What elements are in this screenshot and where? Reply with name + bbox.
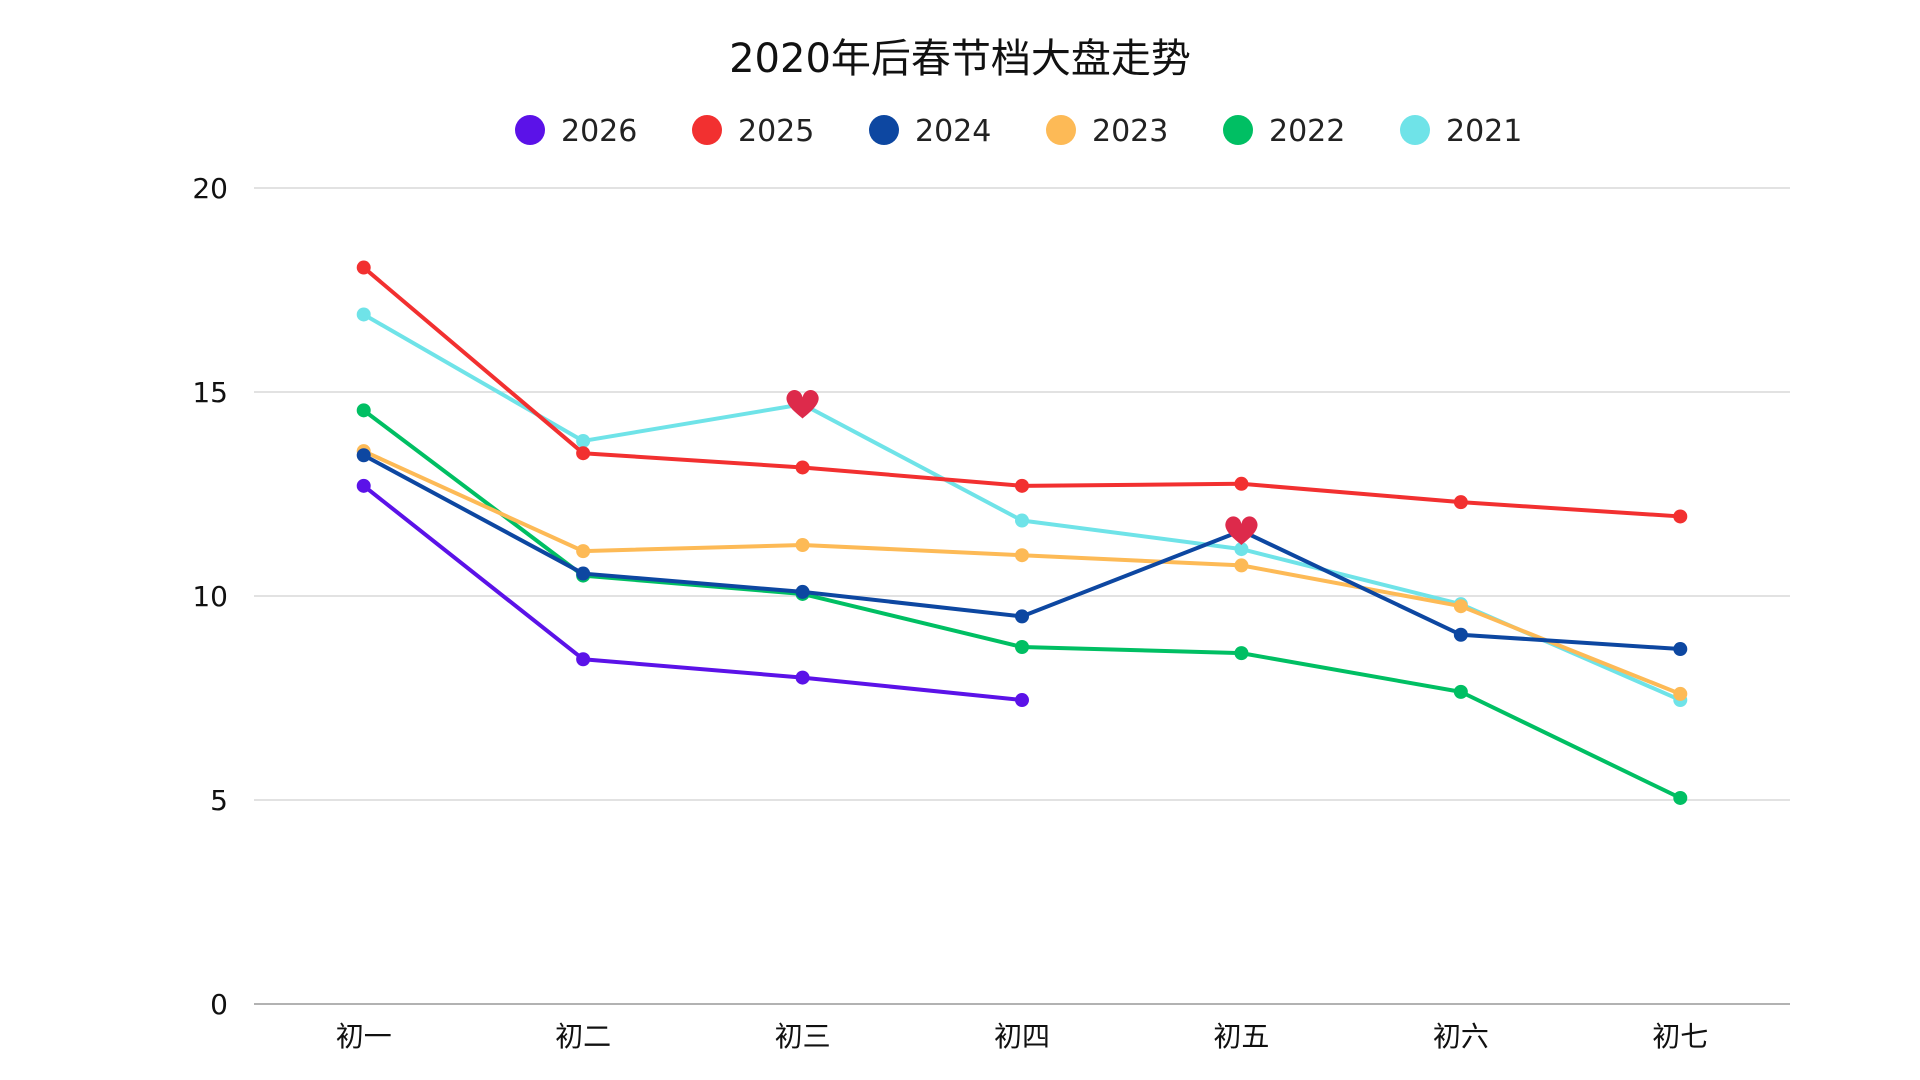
data-point (576, 433, 591, 448)
data-point (1015, 513, 1029, 528)
marker-layer (786, 389, 1258, 545)
data-point (1453, 627, 1468, 642)
data-point (1673, 686, 1688, 701)
legend-label: 2025 (738, 114, 814, 149)
series-line (361, 483, 1024, 703)
data-point (1453, 684, 1468, 699)
x-tick-label: 初三 (775, 1020, 831, 1053)
legend-label: 2026 (561, 114, 637, 149)
series-2026 (356, 478, 1029, 708)
x-axis: 初一 初二 初三 初四 初五 初六 初七 (254, 1003, 1790, 1053)
data-point (1015, 548, 1029, 563)
data-point (576, 566, 591, 581)
y-tick-label: 20 (192, 172, 228, 205)
data-point (356, 403, 371, 418)
data-point (576, 446, 591, 461)
data-point (795, 538, 810, 552)
y-tick-label: 5 (210, 784, 228, 817)
heart-icon (786, 389, 819, 419)
y-tick-label: 10 (192, 580, 228, 613)
data-point (1234, 542, 1249, 557)
legend-swatch (1223, 115, 1253, 145)
legend-label: 2022 (1269, 114, 1345, 149)
series-2025 (356, 260, 1688, 524)
y-axis: 0 5 10 15 20 (192, 172, 228, 1021)
data-point (576, 652, 591, 667)
data-point (356, 260, 371, 275)
grid-lines (254, 187, 1790, 801)
data-point (1453, 495, 1468, 510)
data-point (356, 307, 371, 322)
x-tick-label: 初一 (336, 1020, 392, 1053)
series-2022 (356, 403, 1688, 805)
data-point (1015, 640, 1029, 654)
legend-item: 2026 (515, 114, 637, 149)
chart-title: 2020年后春节档大盘走势 (729, 36, 1191, 82)
legend-item: 2025 (692, 114, 814, 149)
legend-item: 2024 (869, 114, 991, 149)
x-tick-label: 初四 (994, 1020, 1050, 1053)
y-tick-label: 0 (210, 988, 228, 1021)
legend-swatch (1400, 115, 1430, 145)
data-point (795, 584, 810, 599)
data-point (1234, 476, 1249, 491)
heart-icon (1225, 516, 1258, 545)
x-tick-label: 初二 (555, 1020, 611, 1053)
legend-item: 2023 (1046, 114, 1168, 149)
x-tick-label: 初七 (1652, 1020, 1708, 1053)
x-tick-label: 初六 (1433, 1020, 1489, 1053)
legend-label: 2024 (915, 114, 991, 149)
data-point (795, 670, 810, 685)
data-point (356, 448, 371, 463)
data-point (1453, 599, 1468, 614)
legend: 2026 2025 2024 2023 2022 2021 (515, 114, 1522, 149)
data-point (1015, 609, 1029, 624)
x-tick-label: 初五 (1213, 1020, 1269, 1053)
data-point (576, 544, 591, 559)
data-point (1015, 478, 1029, 493)
legend-item: 2021 (1400, 114, 1522, 149)
data-point (1673, 642, 1688, 657)
data-point (1673, 790, 1688, 805)
legend-swatch (692, 115, 722, 145)
data-point (1673, 509, 1688, 524)
series-2024 (356, 448, 1688, 657)
series-2023 (356, 444, 1688, 701)
data-point (1015, 693, 1029, 708)
legend-swatch (1046, 115, 1076, 145)
legend-swatch (869, 115, 899, 145)
legend-label: 2023 (1092, 114, 1168, 149)
y-tick-label: 15 (192, 376, 228, 409)
legend-item: 2022 (1223, 114, 1345, 149)
data-point (1234, 558, 1249, 573)
legend-label: 2021 (1446, 114, 1522, 149)
legend-swatch (515, 115, 545, 145)
data-point (795, 460, 810, 475)
data-point (356, 478, 371, 493)
series-layer (356, 260, 1688, 805)
data-point (1234, 646, 1249, 661)
series-line (361, 408, 1683, 800)
